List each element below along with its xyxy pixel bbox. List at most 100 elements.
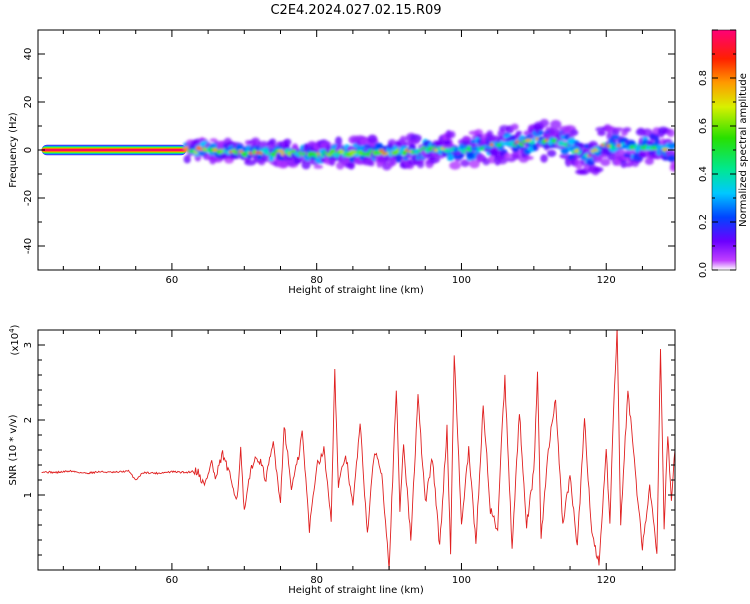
heatmap-cell — [460, 159, 470, 167]
heatmap-cell — [592, 152, 603, 163]
heatmap-cell — [367, 134, 378, 144]
heatmap-cell — [387, 139, 397, 147]
x-tick-label: 100 — [452, 575, 471, 586]
colorbar-gradient — [711, 29, 737, 271]
snr-series-line — [41, 330, 675, 570]
heatmap-cell — [623, 127, 632, 133]
heatmap-cell — [503, 153, 513, 159]
heatmap-cell — [539, 119, 550, 128]
heatmap-blobs — [182, 119, 675, 176]
heatmap-cell — [560, 147, 570, 155]
x-tick-label: 120 — [597, 275, 616, 286]
top-x-axis-label: Height of straight line (km) — [288, 285, 424, 296]
heatmap-cell — [322, 141, 332, 146]
colorbar-tick-label: 0.0 — [698, 262, 709, 278]
snr-line-layer — [41, 330, 675, 570]
x-tick-label: 120 — [597, 575, 616, 586]
y-tick-label: 0 — [23, 147, 34, 153]
heatmap-cell — [593, 166, 604, 173]
y-multiplier-label: (x104) — [8, 324, 21, 355]
spectrogram-heatmap — [41, 119, 675, 176]
heatmap-cell — [470, 139, 476, 144]
heatmap-cell — [209, 138, 218, 143]
x-tick-label: 100 — [452, 275, 471, 286]
colorbar-label: Normalized spectral amplitude — [738, 73, 749, 227]
heatmap-cell — [528, 140, 535, 145]
heatmap-cell — [475, 153, 485, 163]
heatmap-cell — [395, 156, 402, 163]
x-tick-label: 80 — [310, 275, 323, 286]
heatmap-cell — [313, 164, 324, 169]
heatmap-cell — [283, 138, 292, 146]
colorbar-tick-label: 0.2 — [698, 214, 709, 230]
heatmap-cell — [482, 157, 491, 166]
heatmap-cell — [399, 135, 407, 143]
colorbar-tick-label: 0.8 — [698, 70, 709, 86]
heatmap-cell — [409, 139, 420, 145]
heatmap-cell — [256, 153, 263, 160]
heatmap-cell — [512, 145, 520, 153]
heatmap-cell — [449, 161, 461, 170]
heatmap-cell — [644, 157, 654, 165]
colorbar-tick-label: 0.4 — [698, 166, 709, 182]
heatmap-cell — [428, 156, 441, 164]
heatmap-cell — [335, 136, 343, 147]
spectrogram-panel: 60 80 100 120 40 20 0 -20 -40 Height of straight… — [8, 29, 676, 296]
heatmap-cell — [576, 143, 586, 148]
heatmap-hotspot — [662, 148, 669, 151]
heatmap-cell — [538, 130, 544, 136]
heatmap-cell — [457, 153, 465, 158]
snr-panel: 60 80 100 120 1 2 3 Height of straight line (k… — [8, 324, 676, 596]
x-tick-label: 60 — [166, 275, 179, 286]
y-tick-label: 2 — [23, 417, 34, 423]
heatmap-cell — [510, 123, 519, 131]
heatmap-cell — [301, 159, 311, 170]
heatmap-cell — [597, 130, 606, 136]
heatmap-cell — [550, 119, 562, 129]
heatmap-cell — [394, 141, 402, 148]
heatmap-cell — [524, 155, 534, 160]
y-tick-label: 20 — [23, 96, 34, 109]
bottom-x-axis-label: Height of straight line (km) — [288, 585, 424, 596]
heatmap-cell — [465, 151, 476, 159]
x-tick-label: 60 — [166, 575, 179, 586]
heatmap-cell — [448, 131, 456, 139]
heatmap-cell — [269, 138, 277, 146]
y-tick-label: 40 — [23, 48, 34, 61]
heatmap-cell — [540, 154, 548, 163]
heatmap-cell — [244, 159, 257, 166]
bottom-y-axis-label: SNR (10 * v/v) — [8, 414, 19, 485]
heatmap-cell — [600, 158, 611, 167]
heatmap-cell — [390, 160, 397, 166]
heatmap-cell — [469, 159, 480, 169]
colorbar-tick-label: 0.6 — [698, 118, 709, 134]
bottom-axis-ticks: 60 80 100 120 1 2 3 — [23, 330, 675, 586]
heatmap-cell — [511, 153, 520, 159]
heatmap-cell — [570, 129, 579, 136]
heatmap-cell — [368, 161, 375, 167]
heatmap-cell — [638, 152, 648, 158]
y-tick-label: 1 — [23, 492, 34, 498]
heatmap-cell — [567, 137, 576, 146]
heatmap-hotspot — [277, 149, 285, 153]
heatmap-cell — [667, 154, 675, 163]
top-axis-ticks: 60 80 100 120 40 20 0 -20 -40 — [23, 29, 675, 286]
heatmap-cell — [279, 160, 289, 169]
chart-title: C2E4.2024.027.02.15.R09 — [270, 3, 441, 18]
heatmap-cell — [668, 145, 675, 151]
heatmap-cell — [546, 149, 557, 157]
colorbar: 0.0 0.2 0.4 0.6 0.8 Normalized spectral ampl… — [698, 29, 749, 278]
x-tick-label: 80 — [310, 575, 323, 586]
y-tick-label: -40 — [23, 238, 34, 254]
y-tick-label: 3 — [23, 342, 34, 348]
heatmap-cell — [347, 161, 355, 170]
heatmap-cell — [446, 154, 455, 162]
heatmap-cell — [257, 140, 269, 147]
heatmap-cell — [515, 130, 523, 136]
heatmap-cell — [613, 127, 624, 132]
bottom-plot-frame — [37, 329, 676, 571]
heatmap-cell — [669, 163, 675, 172]
colorbar-ticks: 0.0 0.2 0.4 0.6 0.8 — [698, 29, 736, 278]
heatmap-cell — [183, 155, 191, 164]
